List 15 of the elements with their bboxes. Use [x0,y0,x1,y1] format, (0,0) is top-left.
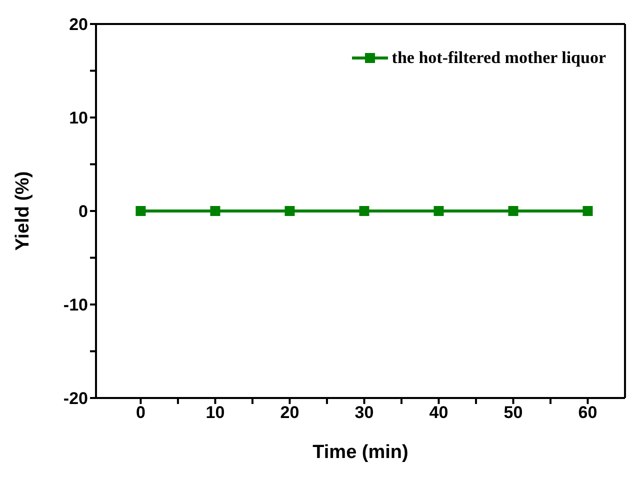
y-tick-label: 0 [78,202,88,222]
x-tick-label: 40 [429,403,448,422]
x-tick-label: 10 [206,403,225,422]
x-tick-label: 60 [578,403,598,422]
y-axis-title: Yield (%) [12,171,34,251]
y-tick-label: 20 [69,15,88,34]
y-tick-label: 10 [69,108,88,128]
y-tick-label: -10 [63,296,88,315]
legend-label: the hot-filtered mother liquor [392,48,606,68]
x-tick-label: 0 [136,403,146,422]
x-tick-label: 50 [504,403,523,422]
y-tick-label: -20 [63,389,88,408]
x-tick-label: 30 [354,403,374,422]
x-tick-label: 20 [280,403,300,422]
x-axis-title: Time (min) [312,442,408,463]
